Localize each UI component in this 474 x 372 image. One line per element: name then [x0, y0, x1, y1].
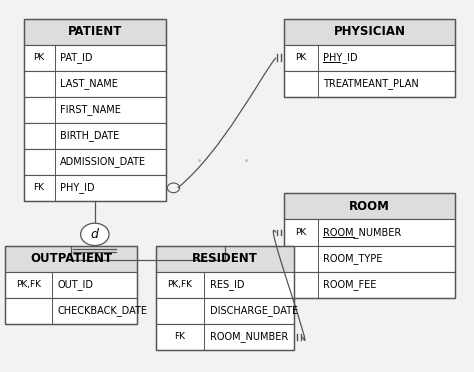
- Bar: [5, 246, 137, 272]
- Text: ROOM_NUMBER: ROOM_NUMBER: [210, 331, 288, 342]
- Bar: [284, 246, 455, 272]
- Bar: [284, 19, 455, 45]
- Bar: [24, 97, 166, 123]
- Bar: [156, 298, 294, 324]
- Circle shape: [81, 223, 109, 246]
- Text: d: d: [91, 228, 99, 241]
- Text: PAT_ID: PAT_ID: [60, 52, 93, 63]
- Text: PK: PK: [295, 53, 307, 62]
- Text: FIRST_NAME: FIRST_NAME: [60, 104, 121, 115]
- Bar: [24, 19, 166, 201]
- Text: PHYSICIAN: PHYSICIAN: [334, 25, 406, 38]
- Text: FK: FK: [174, 332, 186, 341]
- Bar: [24, 123, 166, 149]
- Bar: [156, 246, 294, 272]
- Text: PK,FK: PK,FK: [16, 280, 41, 289]
- Bar: [24, 149, 166, 175]
- Bar: [284, 193, 455, 219]
- Bar: [284, 45, 455, 71]
- Bar: [284, 272, 455, 298]
- Text: PK: PK: [34, 53, 45, 62]
- Bar: [156, 272, 294, 298]
- Text: ROOM_TYPE: ROOM_TYPE: [323, 253, 383, 264]
- Text: PHY_ID: PHY_ID: [60, 182, 95, 193]
- Bar: [156, 246, 294, 350]
- Bar: [284, 19, 455, 97]
- Text: TREATMEANT_PLAN: TREATMEANT_PLAN: [323, 78, 419, 89]
- Bar: [5, 272, 137, 298]
- Text: OUT_ID: OUT_ID: [58, 279, 94, 290]
- Bar: [156, 324, 294, 350]
- Text: RESIDENT: RESIDENT: [192, 252, 258, 265]
- Text: OUTPATIENT: OUTPATIENT: [30, 252, 112, 265]
- Text: ROOM_FEE: ROOM_FEE: [323, 279, 377, 290]
- Text: LAST_NAME: LAST_NAME: [60, 78, 118, 89]
- Text: ROOM_NUMBER: ROOM_NUMBER: [323, 227, 401, 238]
- Bar: [5, 246, 137, 324]
- Text: BIRTH_DATE: BIRTH_DATE: [60, 130, 119, 141]
- Text: PATIENT: PATIENT: [68, 25, 122, 38]
- Text: DISCHARGE_DATE: DISCHARGE_DATE: [210, 305, 298, 316]
- Text: FK: FK: [34, 183, 45, 192]
- Text: PHY_ID: PHY_ID: [323, 52, 358, 63]
- Text: ROOM: ROOM: [349, 200, 390, 213]
- Bar: [24, 45, 166, 71]
- Bar: [284, 219, 455, 246]
- Bar: [24, 19, 166, 45]
- Text: PK: PK: [295, 228, 307, 237]
- Bar: [284, 71, 455, 97]
- Text: RES_ID: RES_ID: [210, 279, 244, 290]
- Bar: [24, 71, 166, 97]
- Bar: [284, 193, 455, 298]
- Bar: [5, 298, 137, 324]
- Bar: [24, 175, 166, 201]
- Text: PK,FK: PK,FK: [168, 280, 192, 289]
- Text: ADMISSION_DATE: ADMISSION_DATE: [60, 156, 146, 167]
- Text: CHECKBACK_DATE: CHECKBACK_DATE: [58, 305, 148, 316]
